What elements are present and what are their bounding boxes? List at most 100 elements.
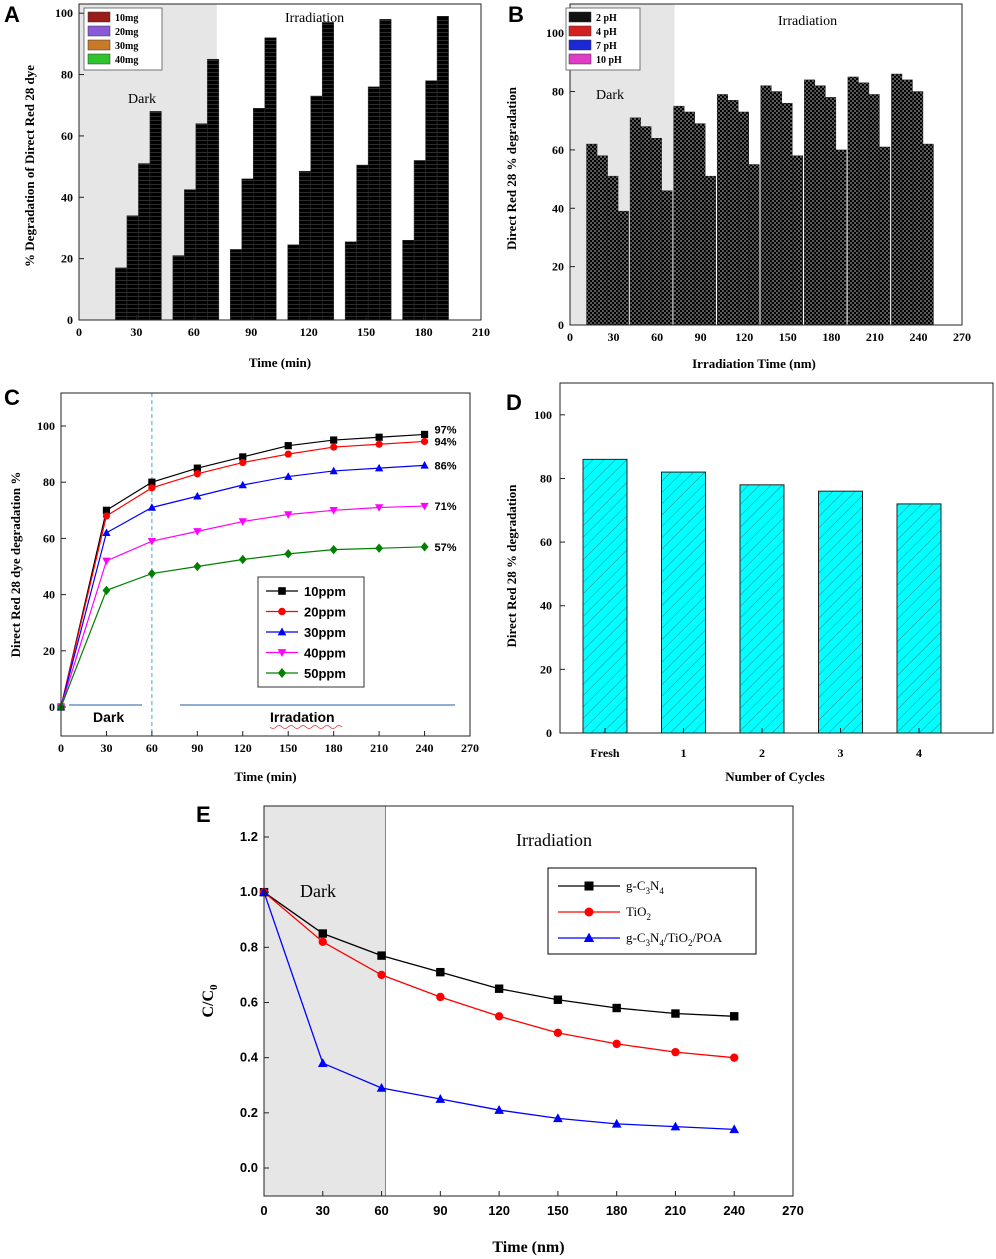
bar	[737, 111, 749, 326]
data-point	[148, 478, 156, 486]
legend-swatch	[87, 53, 111, 65]
data-point	[375, 433, 383, 441]
bar	[138, 163, 151, 321]
end-value-label: 57%	[435, 542, 457, 554]
x-tick-label: 180	[606, 1203, 628, 1218]
y-tick-label: 1.0	[240, 884, 258, 899]
x-tick-label: 240	[723, 1203, 745, 1218]
bar	[149, 111, 162, 321]
data-point	[374, 504, 384, 512]
x-tick-label: 120	[735, 330, 753, 344]
bar	[891, 73, 903, 326]
x-tick-label: 240	[909, 330, 927, 344]
y-tick-label: 0.6	[240, 995, 258, 1010]
legend-label: 4 pH	[596, 27, 617, 38]
legend-label-subscript: 3	[646, 938, 651, 948]
legend-label-text: N	[650, 878, 660, 893]
data-point	[102, 512, 111, 520]
x-tick-label: 150	[547, 1203, 569, 1218]
x-tick-label: 270	[953, 330, 971, 344]
x-tick-label: 150	[779, 330, 797, 344]
data-point	[729, 1124, 740, 1134]
x-tick-label: 210	[866, 330, 884, 344]
legend-label-text: N	[650, 930, 660, 945]
legend-label: 7 pH	[596, 41, 617, 52]
panel-a-chart: 0 30 60 90 120 150 180 210 0 20 40 60 80 100 Time (mi…	[22, 3, 490, 370]
bar	[727, 100, 739, 326]
x-tick-label: 210	[472, 325, 490, 339]
bar	[814, 85, 826, 326]
data-point	[611, 1118, 622, 1128]
data-point	[102, 528, 111, 537]
plot-frame	[263, 805, 794, 1197]
data-point	[494, 1105, 504, 1114]
bar	[739, 484, 785, 734]
y-tick-label: 40	[61, 190, 73, 204]
y-tick-label: 100	[55, 6, 73, 20]
data-point	[671, 1047, 680, 1057]
legend: 10mg 20mg 30mg 40mg	[83, 7, 163, 71]
legend-label: 10 pH	[596, 55, 622, 66]
dark-annotation: Dark	[300, 881, 336, 901]
legend-label-text: /POA	[693, 930, 723, 945]
data-point	[330, 436, 338, 444]
bar	[596, 155, 608, 326]
end-value-label: 86%	[435, 460, 457, 472]
data-point	[329, 544, 338, 555]
legend-swatch	[568, 53, 592, 65]
legend-marker	[278, 607, 286, 616]
y-tick-label: 40	[552, 201, 564, 215]
dark-annotation: Dark	[93, 709, 124, 725]
data-point	[193, 464, 201, 472]
irradiation-annotation: Irradiation	[778, 14, 837, 29]
data-point	[420, 542, 429, 552]
bar	[425, 80, 438, 321]
bar	[879, 146, 891, 326]
y-axis-label: Direct Red 28 % degradation	[504, 86, 519, 250]
bar	[184, 189, 197, 321]
data-point	[374, 463, 384, 472]
legend-label: TiO2	[626, 904, 651, 922]
data-point	[377, 970, 386, 980]
data-point	[435, 1094, 446, 1103]
bar	[402, 239, 415, 321]
bar	[673, 105, 685, 326]
legend-swatch	[87, 25, 111, 37]
data-point	[553, 995, 563, 1004]
bar	[126, 215, 139, 321]
y-tick-label: 40	[540, 599, 552, 613]
bar	[367, 86, 380, 321]
data-point	[284, 450, 292, 458]
legend-label: 20mg	[115, 27, 138, 38]
bar	[253, 108, 266, 321]
legend-marker	[584, 907, 594, 917]
y-tick-label: 20	[43, 644, 55, 658]
x-axis-label: Time (nm)	[492, 1239, 564, 1256]
x-tick-label: 30	[316, 1203, 330, 1218]
bar	[781, 102, 793, 326]
bar	[207, 58, 220, 321]
legend-label-subscript: 3	[646, 886, 651, 896]
legend-swatch	[87, 39, 111, 51]
panel-letter-a: A	[4, 2, 20, 27]
x-tick-label: 210	[370, 741, 388, 755]
data-point	[375, 543, 384, 553]
x-tick-label: 60	[146, 741, 158, 755]
data-point	[494, 984, 504, 993]
irradiation-annotation: Irradiation	[285, 11, 344, 26]
x-tick-label: 90	[695, 330, 707, 344]
end-value-label: 71%	[435, 501, 457, 513]
spellcheck-underline	[269, 725, 343, 729]
irradiation-annotation: Irradation	[270, 709, 335, 725]
bar	[172, 255, 185, 321]
panel-letter-c: C	[4, 385, 20, 410]
legend-marker	[583, 932, 595, 943]
data-point	[148, 484, 156, 492]
legend-label-text: /TiO	[664, 930, 688, 945]
bar	[825, 97, 837, 326]
panel-e-chart: 0 30 60 90 120 150 180 210 240 2700.00.20.40.60.8…	[200, 805, 804, 1256]
data-point	[147, 568, 156, 579]
panel-c-chart: 97%94% 86% 71% 57% 0 30 60 90 120 150 180 210 240 27…	[8, 392, 479, 784]
plot-frame	[60, 392, 471, 737]
legend: 2 pH 4 pH 7 pH 10 pH	[565, 7, 641, 71]
